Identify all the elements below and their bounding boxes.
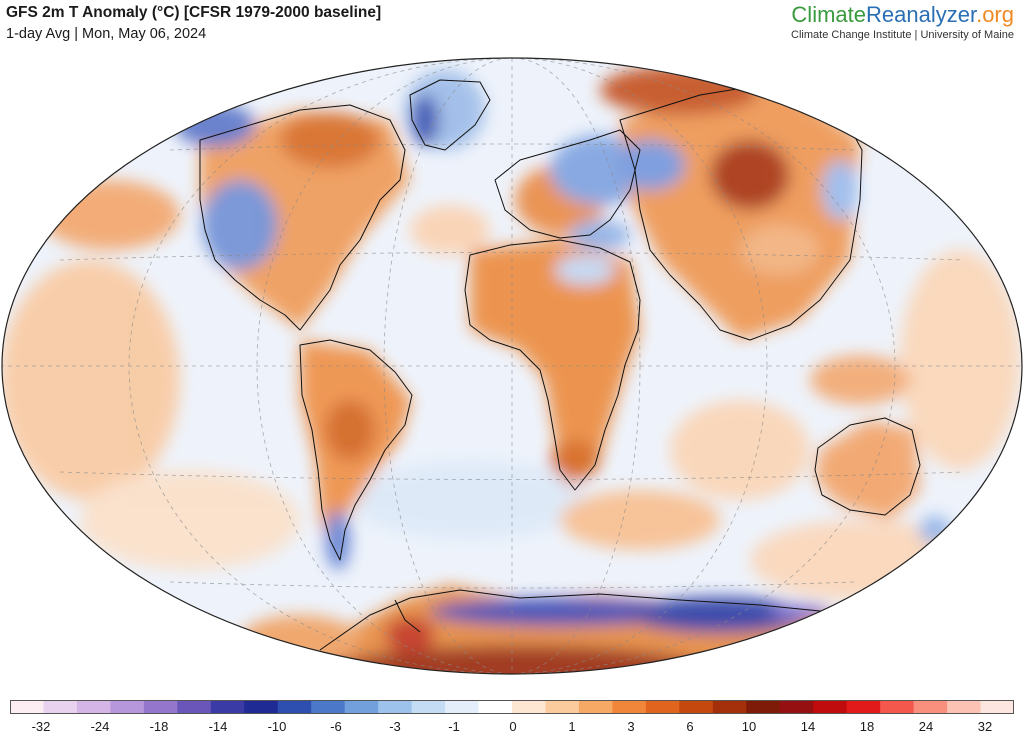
legend-tick-label: 3 [627, 719, 635, 734]
legend-tick-label: 6 [686, 719, 694, 734]
legend-swatch [779, 700, 814, 714]
legend-swatch [746, 700, 781, 714]
legend-swatch [980, 700, 1014, 714]
legend-tick-label: 24 [918, 719, 934, 734]
temperature-anomaly-map [1, 57, 1023, 675]
legend-swatch [846, 700, 881, 714]
legend-swatch [478, 700, 513, 714]
legend-tick-label: 0 [509, 719, 517, 734]
brand-logo[interactable]: ClimateReanalyzer.org Climate Change Ins… [791, 2, 1014, 41]
legend-swatch [679, 700, 714, 714]
map-title: GFS 2m T Anomaly (°C) [CFSR 1979-2000 ba… [6, 4, 382, 21]
legend-tick-label: 18 [859, 719, 875, 734]
legend-swatch [43, 700, 78, 714]
legend-tick-label: 14 [800, 719, 816, 734]
color-scale-legend [10, 700, 1014, 714]
map-subtitle: 1-day Avg | Mon, May 06, 2024 [6, 26, 207, 42]
legend-swatch [645, 700, 680, 714]
legend-swatch [813, 700, 848, 714]
legend-tick-label: -14 [208, 719, 228, 734]
legend-tick-label: -10 [267, 719, 287, 734]
legend-swatch [947, 700, 982, 714]
legend-swatch [76, 700, 111, 714]
legend-tick-label: -3 [389, 719, 401, 734]
legend-swatch [344, 700, 379, 714]
legend-swatch [143, 700, 178, 714]
legend-swatch [512, 700, 546, 714]
brand-name: ClimateReanalyzer.org [791, 2, 1014, 28]
brand-name-part2: Reanalyzer [866, 2, 977, 27]
legend-swatch [712, 700, 747, 714]
legend-tick-label: -1 [448, 719, 460, 734]
legend-swatch [110, 700, 145, 714]
legend-tick-label: 32 [977, 719, 993, 734]
legend-tick-label: 10 [741, 719, 757, 734]
legend-swatch [210, 700, 245, 714]
brand-name-part3: .org [976, 2, 1014, 27]
legend-swatch [411, 700, 446, 714]
legend-tick-label: -18 [149, 719, 169, 734]
legend-border [10, 700, 1014, 714]
legend-swatch [880, 700, 915, 714]
legend-tick-label: 1 [568, 719, 576, 734]
legend-swatch [612, 700, 647, 714]
legend-tick-label: -24 [90, 719, 110, 734]
brand-tagline: Climate Change Institute | University of… [791, 29, 1014, 41]
legend-swatch [445, 700, 480, 714]
legend-swatch [10, 700, 44, 714]
legend-tick-label: -32 [31, 719, 51, 734]
legend-swatch [244, 700, 279, 714]
legend-swatch [378, 700, 413, 714]
legend-swatch [277, 700, 312, 714]
legend-swatch [913, 700, 948, 714]
legend-swatch [578, 700, 613, 714]
legend-tick-label: -6 [330, 719, 342, 734]
legend-swatch [177, 700, 212, 714]
brand-name-part1: Climate [791, 2, 866, 27]
legend-swatch [545, 700, 580, 714]
legend-swatch [311, 700, 346, 714]
